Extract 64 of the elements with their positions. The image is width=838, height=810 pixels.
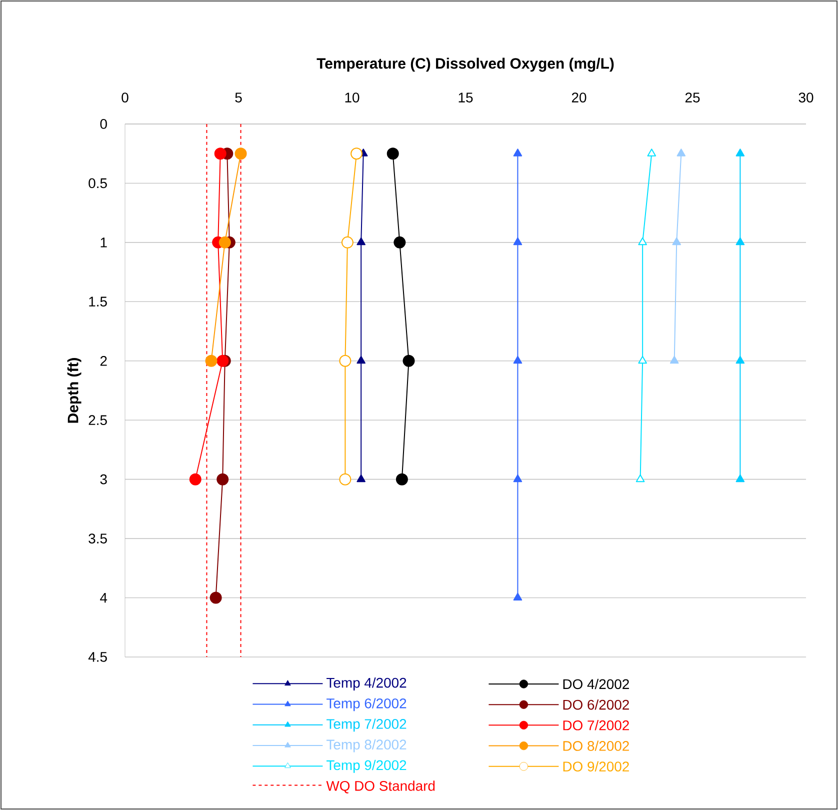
point [736, 237, 745, 246]
y-tick-label: 3.5 [88, 534, 107, 544]
text: DO 4/2002 [563, 678, 629, 690]
point [339, 473, 352, 486]
point [350, 148, 363, 160]
point [210, 592, 222, 604]
point [638, 356, 647, 364]
x-tick-label: 5 [235, 92, 242, 102]
point [216, 473, 229, 486]
y-tick-label: 3 [100, 474, 107, 484]
point [638, 237, 647, 246]
x-tick-label: 30 [798, 92, 814, 102]
text: Temp 4/2002 [326, 677, 406, 690]
point [356, 356, 366, 364]
point [513, 592, 522, 601]
y-tick-label: 1 [100, 238, 107, 248]
text: DO 9/2002 [563, 761, 629, 772]
x-axis-title: Temperature (C) Dissolved Oxygen (mg/L) [316, 58, 614, 72]
point [736, 148, 745, 156]
y-tick-label: 0.5 [88, 178, 107, 188]
x-tick-label: 0 [122, 92, 128, 102]
point [513, 148, 522, 156]
point [670, 356, 679, 364]
point [513, 474, 522, 482]
text: Temp 6/2002 [326, 698, 406, 712]
point [356, 474, 366, 482]
y-tick-label: 0 [100, 119, 107, 129]
text: Temp 7/2002 [326, 718, 406, 732]
text: DO 8/2002 [563, 740, 629, 751]
point [189, 473, 202, 486]
y-tick-label: 2.5 [88, 415, 107, 426]
point [214, 148, 226, 160]
point [218, 236, 231, 248]
point [205, 354, 218, 367]
point [513, 356, 522, 364]
point [396, 473, 408, 486]
point [402, 354, 415, 367]
y-tick-label: 4.5 [88, 652, 107, 662]
text: Temp 8/2002 [326, 739, 406, 752]
x-tick-label: 15 [458, 92, 473, 102]
point [386, 148, 399, 160]
point [339, 354, 352, 367]
point [636, 474, 645, 482]
point [394, 236, 406, 248]
y-tick-label: 2 [100, 356, 107, 366]
point [647, 148, 656, 156]
x-tick-label: 20 [572, 92, 586, 102]
point [513, 237, 522, 246]
x-tick-label: 25 [685, 92, 700, 102]
point [736, 356, 745, 364]
ref-line-label: WQ DO Standard [326, 780, 435, 794]
text: Temp 9/2002 [326, 760, 406, 773]
point [672, 237, 682, 246]
y-axis-title: Depth (ft) [67, 358, 82, 423]
x-tick-label: 10 [345, 92, 360, 102]
point [356, 237, 366, 246]
text: DO 7/2002 [563, 720, 629, 730]
y-tick-label: 4 [100, 592, 108, 603]
point [234, 148, 247, 160]
y-tick-label: 1.5 [89, 296, 107, 307]
text: DO 6/2002 [563, 699, 629, 710]
point [676, 148, 686, 156]
point [341, 236, 354, 248]
point [736, 474, 745, 482]
